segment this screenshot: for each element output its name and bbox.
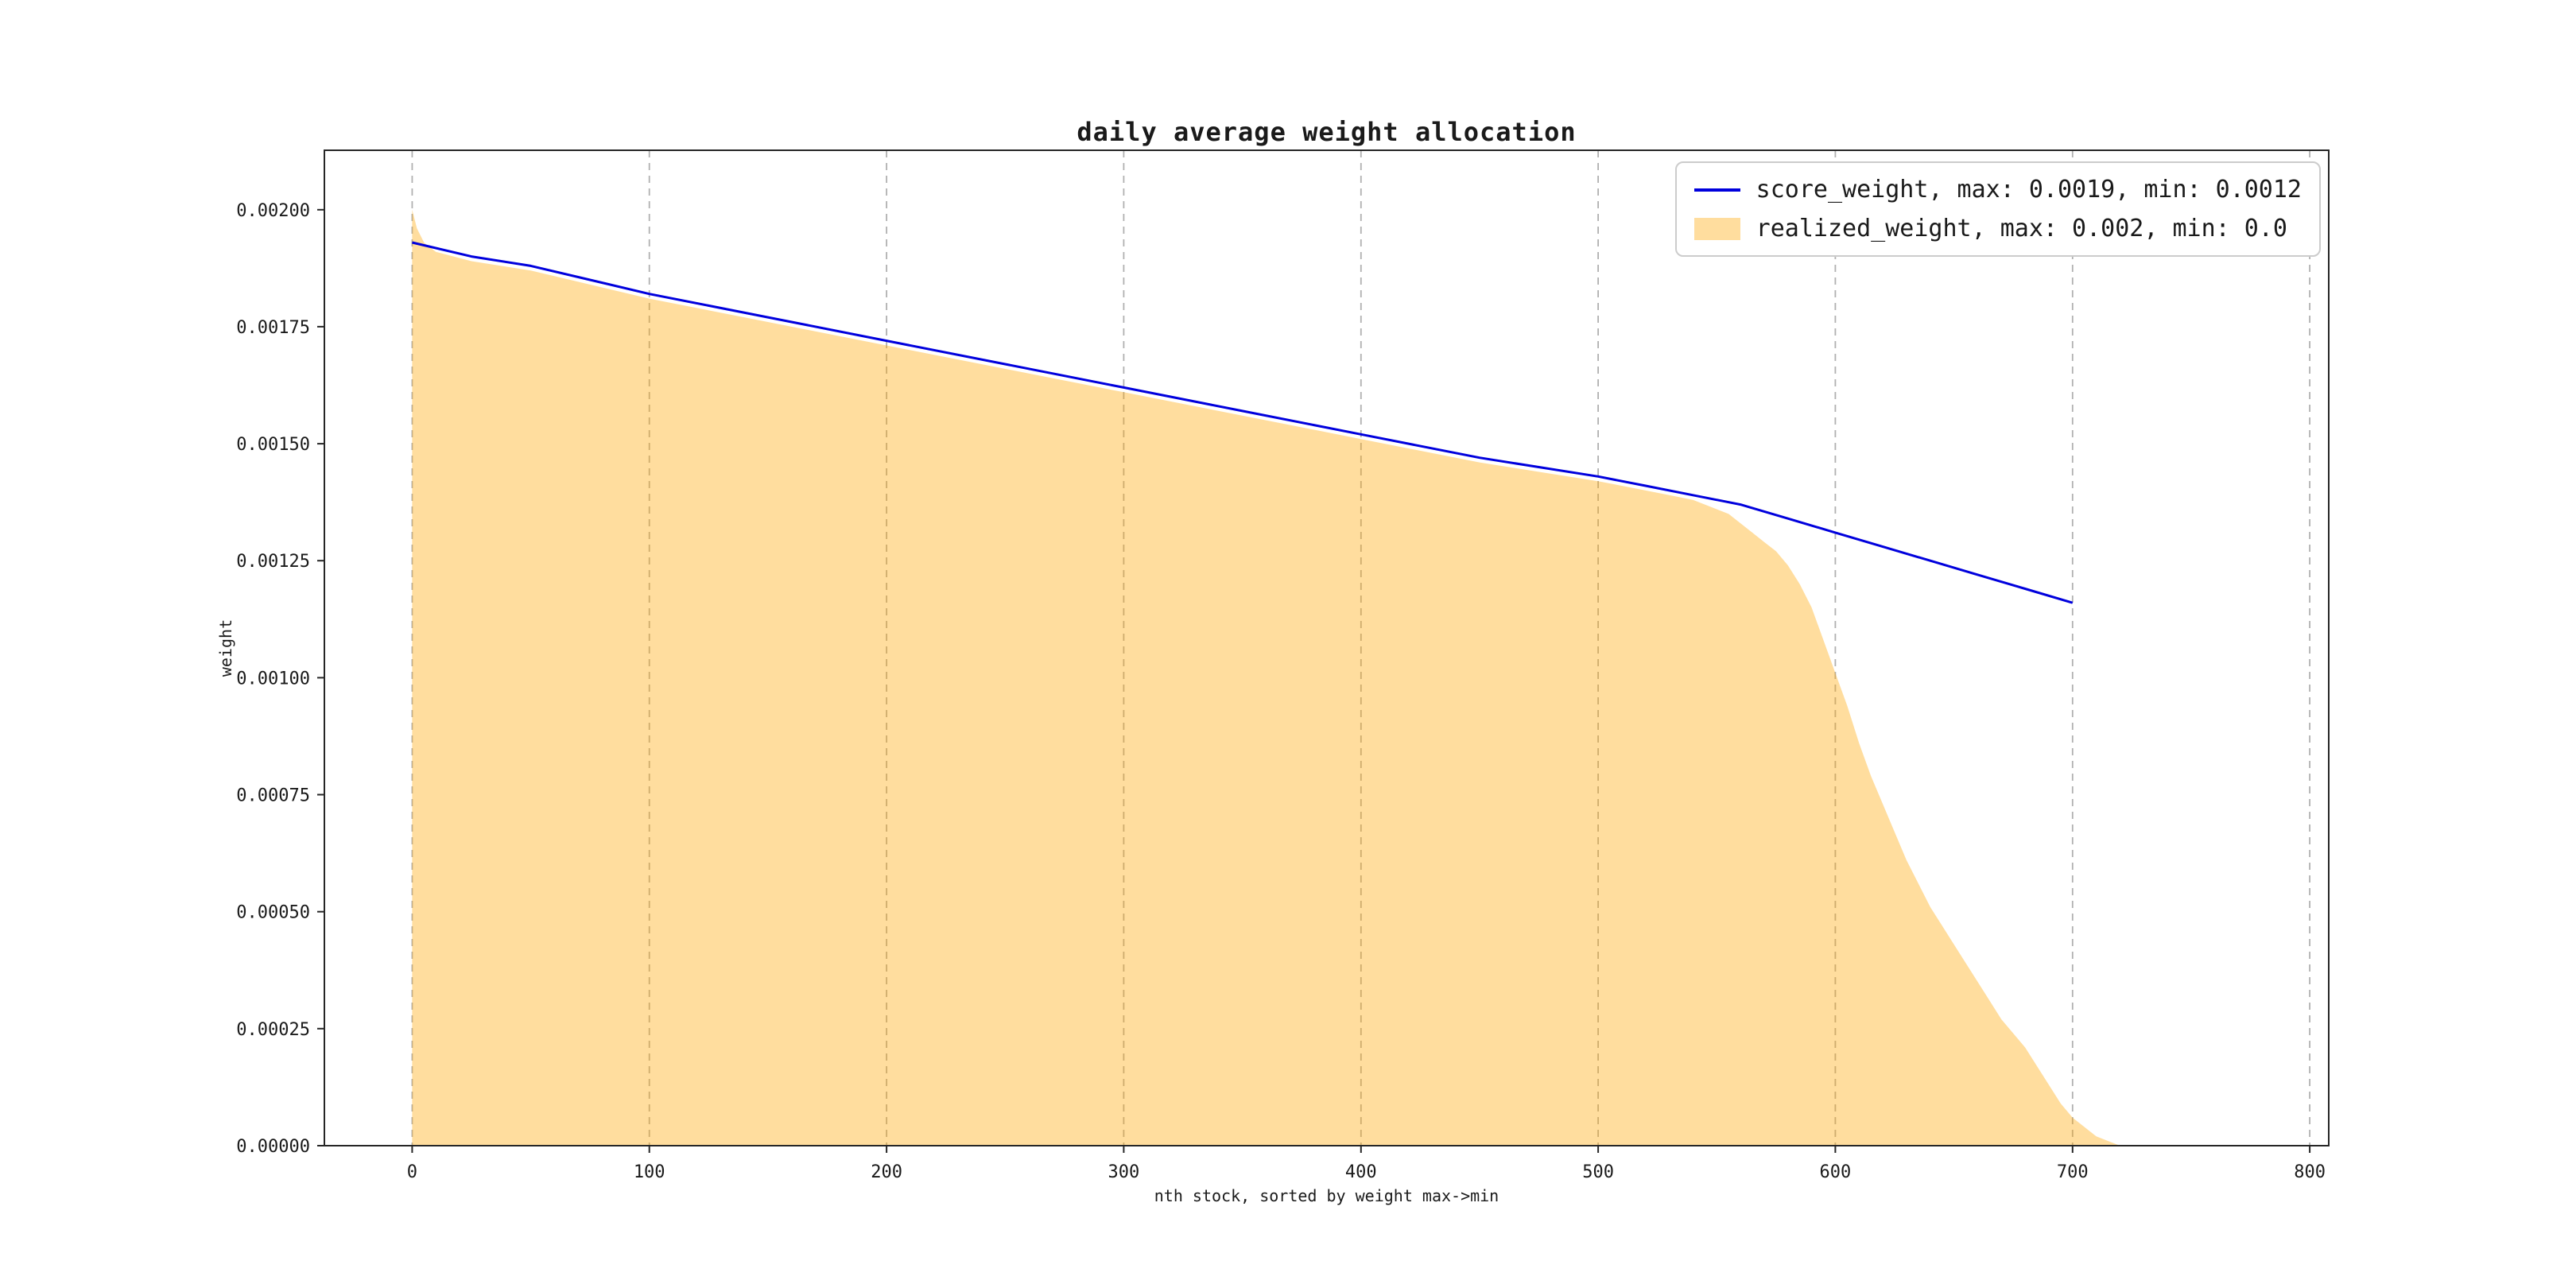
x-axis-label: nth stock, sorted by weight max->min (1154, 1186, 1499, 1205)
x-tick-label: 800 (2294, 1162, 2326, 1182)
x-tick-label: 400 (1345, 1162, 1377, 1182)
y-tick-label: 0.00125 (236, 552, 310, 572)
y-axis-label: weight (216, 619, 235, 677)
y-tick-label: 0.00200 (236, 201, 310, 221)
score-weight-line-swatch (1693, 188, 1740, 192)
y-tick-label: 0.00075 (236, 786, 310, 806)
plot-border (324, 149, 2330, 1146)
realized-weight-patch-swatch (1693, 217, 1740, 240)
legend-entry-realized-weight: realized_weight, max: 0.002, min: 0.0 (1693, 215, 2302, 242)
y-tick-label: 0.00050 (236, 903, 310, 923)
y-tick-label: 0.00175 (236, 318, 310, 338)
x-tick-label: 0 (407, 1162, 417, 1182)
x-tick-label: 500 (1582, 1162, 1614, 1182)
x-tick-label: 200 (871, 1162, 902, 1182)
legend-label-score-weight: score_weight, max: 0.0019, min: 0.0012 (1755, 176, 2302, 204)
y-tick-label: 0.00000 (236, 1137, 310, 1157)
score_weight-line (412, 241, 2074, 604)
x-tick-label: 700 (2057, 1162, 2089, 1182)
x-tick-label: 600 (1820, 1162, 1852, 1182)
y-tick-label: 0.00100 (236, 669, 310, 689)
realized_weight-area (412, 209, 2120, 1146)
legend-entry-score-weight: score_weight, max: 0.0019, min: 0.0012 (1693, 176, 2302, 204)
x-tick-label: 100 (634, 1162, 665, 1182)
legend: score_weight, max: 0.0019, min: 0.0012 r… (1674, 161, 2321, 257)
x-tick-label: 300 (1108, 1162, 1140, 1182)
chart-title: daily average weight allocation (1077, 117, 1577, 147)
y-tick-label: 0.00025 (236, 1020, 310, 1040)
legend-label-realized-weight: realized_weight, max: 0.002, min: 0.0 (1755, 215, 2287, 242)
y-tick-label: 0.00150 (236, 435, 310, 455)
